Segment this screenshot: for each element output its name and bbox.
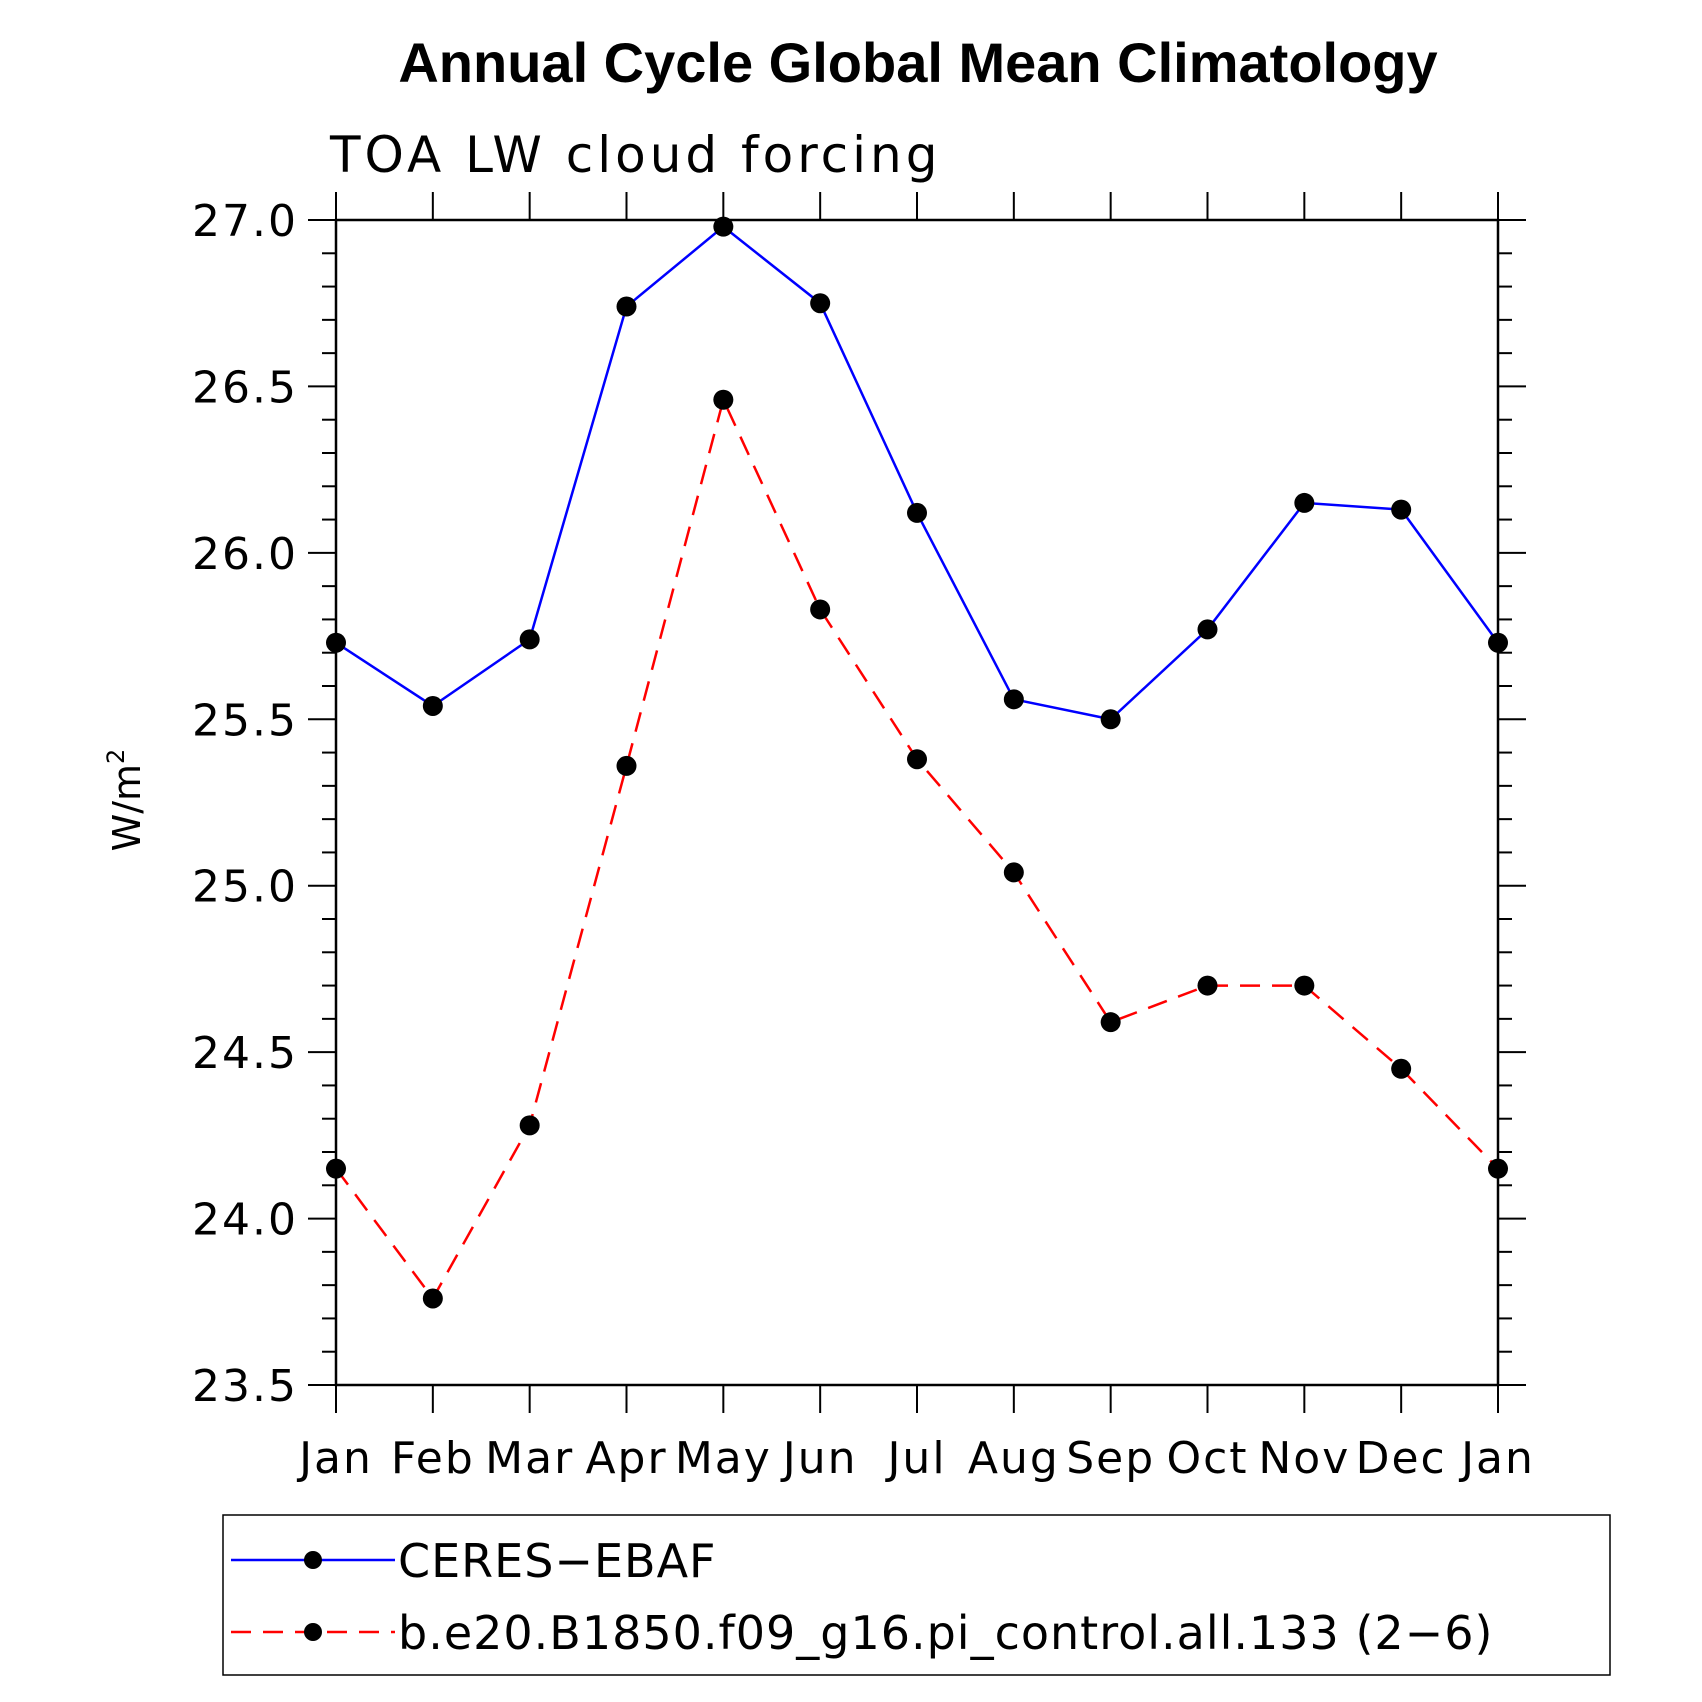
series-layer [326,216,1508,1309]
legend-marker-ceres [304,1551,322,1569]
plot-axes [308,192,1526,1413]
x-tick-label: Jun [780,1433,858,1484]
series-0-point [519,629,540,650]
series-0-point [907,502,927,523]
x-tick-label: Sep [1066,1433,1155,1484]
y-tick-label: 25.0 [192,862,298,913]
series-0-point [326,632,346,653]
series-line-1 [334,396,1499,1301]
x-tick-label: Nov [1258,1433,1350,1484]
y-tick-label: 24.0 [192,1195,298,1246]
x-tick-label: Mar [485,1433,574,1484]
y-tick-label: 24.5 [192,1028,298,1079]
y-axis-label: W/m2 [102,749,149,852]
series-1-point [616,755,637,776]
series-1-point [907,749,927,770]
series-1-point [326,1158,346,1179]
x-tick-label: Aug [968,1433,1060,1484]
series-1-point [1488,1158,1508,1179]
legend-box [222,1514,1611,1676]
x-tick-label: Feb [391,1433,475,1484]
legend-label-model: b.e20.B1850.f09_g16.pi_control.all.133 (… [398,1606,1493,1660]
series-0-point [1003,689,1024,710]
y-tick-label: 26.0 [192,529,298,580]
series-1-point [1003,862,1024,883]
series-1-point [713,389,734,410]
y-tick-label: 23.5 [192,1361,298,1412]
series-0-point [810,293,831,314]
chart-title: Annual Cycle Global Mean Climatology [398,31,1437,94]
legend-label-ceres: CERES−EBAF [398,1534,717,1588]
chart-subtitle: TOA LW cloud forcing [329,126,941,184]
series-1-point [1197,975,1218,996]
series-line-0 [335,225,1500,721]
series-0-point [1488,632,1508,653]
series-1-point [422,1288,443,1309]
x-tick-label: May [675,1433,772,1484]
plot-frame [334,218,1500,1387]
x-tick-label: Dec [1356,1433,1447,1484]
legend-marker-model [304,1623,322,1641]
y-axis-label-text: W/m [105,764,149,851]
series-0-point [1294,492,1315,513]
y-axis-label-superscript: 2 [102,749,130,764]
y-tick-label: 26.5 [192,362,298,413]
series-0-point [422,695,443,716]
x-tick-label: Jul [884,1433,946,1484]
series-1-point [810,599,831,620]
x-tick-label: Oct [1166,1433,1248,1484]
series-1-point [1391,1058,1412,1079]
series-1-point [519,1115,540,1136]
series-0-point [616,296,637,317]
x-tick-label: Jan [296,1433,373,1484]
svg-text:W/m2: W/m2 [102,749,149,852]
legend: CERES−EBAF b.e20.B1850.f09_g16.pi_contro… [222,1514,1611,1676]
series-1-point [1294,975,1315,996]
y-tick-label: 27.0 [192,196,298,247]
series-0-point [1197,619,1218,640]
series-0-point [1391,499,1412,520]
series-0-point [1100,709,1121,730]
series-1-point [1100,1012,1121,1033]
x-tick-label: Jan [1458,1433,1535,1484]
y-tick-label: 25.5 [192,695,298,746]
x-tick-label: Apr [585,1433,667,1484]
series-0-point [713,216,734,237]
